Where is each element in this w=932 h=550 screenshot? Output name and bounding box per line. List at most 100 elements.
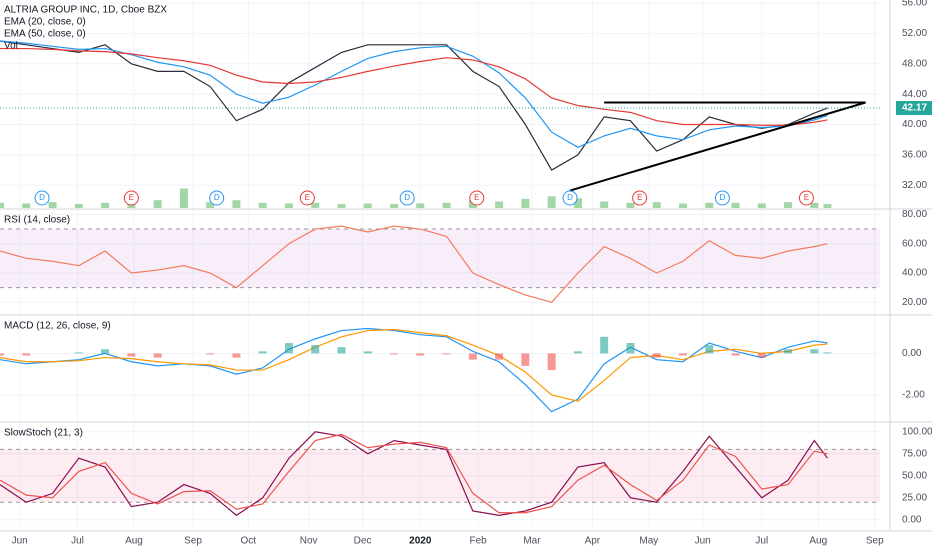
histogram-bar	[626, 343, 635, 354]
x-tick-label: Sep	[184, 536, 202, 547]
histogram-bar	[678, 353, 687, 356]
y-tick-label: 40.00	[902, 268, 927, 279]
volume-bar	[206, 202, 215, 208]
event-label: E	[129, 193, 134, 202]
histogram-bar	[495, 353, 504, 360]
series-line	[0, 431, 828, 517]
x-tick-label: Nov	[300, 536, 318, 547]
histogram-bar	[206, 353, 215, 355]
volume-bar	[74, 204, 83, 208]
event-marker	[299, 190, 315, 206]
histogram-bar	[258, 351, 267, 354]
volume-bar	[495, 201, 504, 208]
histogram-bar	[22, 353, 31, 356]
series-line	[0, 40, 828, 148]
x-tick-label: Sep	[866, 536, 884, 547]
volume-bar	[757, 203, 766, 208]
histogram-bar	[810, 349, 819, 354]
histogram-bar	[442, 353, 451, 355]
series-line	[0, 433, 828, 514]
event-label: D	[39, 193, 45, 202]
histogram-bar	[784, 349, 793, 354]
x-tick-label: Oct	[240, 536, 256, 547]
pane-title: MACD (12, 26, close, 9)	[4, 321, 111, 332]
histogram-bar	[284, 343, 293, 354]
x-tick-label: Aug	[809, 536, 827, 547]
event-label: E	[305, 193, 310, 202]
last-price-label: 42.17	[902, 103, 927, 114]
y-tick-label: 48.00	[902, 58, 927, 69]
histogram-bar	[0, 353, 4, 356]
histogram-bar	[547, 353, 556, 371]
histogram-bar	[232, 353, 241, 358]
volume-bar	[363, 203, 372, 208]
x-tick-label: Feb	[469, 536, 487, 547]
histogram-bar	[757, 353, 766, 358]
volume-bar	[153, 200, 162, 208]
histogram-bar	[652, 353, 661, 358]
y-tick-label: 36.00	[902, 150, 927, 161]
event-label: E	[637, 193, 642, 202]
y-tick-label: 0.00	[902, 514, 922, 525]
y-tick-label: 60.00	[902, 238, 927, 249]
y-tick-label: 75.00	[902, 448, 927, 459]
x-tick-label: Jun	[695, 536, 711, 547]
histogram-bar	[127, 353, 136, 357]
histogram-bar	[823, 352, 832, 354]
x-tick-label: Dec	[354, 536, 372, 547]
pane-title: SlowStoch (21, 3)	[4, 428, 83, 439]
volume-bar	[600, 201, 609, 208]
volume-bar	[731, 202, 740, 208]
histogram-bar	[731, 353, 740, 356]
volume-bar	[284, 203, 293, 208]
volume-bar	[22, 203, 31, 208]
volume-bar	[48, 202, 57, 208]
legend-entry: EMA (20, close, 0)	[4, 17, 86, 28]
event-label: E	[804, 193, 809, 202]
histogram-bar	[311, 345, 320, 354]
volume-bar	[784, 202, 793, 208]
band	[0, 449, 880, 503]
event-label: D	[719, 193, 725, 202]
y-tick-label: 52.00	[902, 28, 927, 39]
event-marker	[562, 190, 578, 206]
volume-bar	[678, 203, 687, 208]
series-line	[0, 327, 828, 413]
volume-bar	[521, 198, 530, 208]
volume-bar	[810, 202, 819, 208]
event-marker	[399, 190, 415, 206]
volume-bar	[442, 202, 451, 208]
volume-bar	[573, 198, 582, 208]
histogram-bar	[573, 351, 582, 354]
histogram-bar	[74, 352, 83, 354]
event-label: D	[567, 193, 573, 202]
volume-bar	[547, 196, 556, 208]
volume-bar	[232, 200, 241, 208]
y-tick-label: 56.00	[902, 0, 927, 9]
event-marker	[209, 190, 225, 206]
series-line	[0, 47, 828, 126]
event-marker	[469, 190, 485, 206]
last-price-box	[896, 101, 932, 116]
legend-entry: Vol	[4, 41, 18, 52]
pane-title: RSI (14, close)	[4, 215, 70, 226]
trendline	[569, 101, 866, 192]
series-line	[0, 225, 828, 303]
volume-bar	[258, 202, 267, 208]
event-marker	[632, 190, 648, 206]
histogram-bar	[468, 353, 477, 360]
histogram-bar	[705, 345, 714, 354]
y-tick-label: 32.00	[902, 180, 927, 191]
histogram-bar	[337, 347, 346, 354]
y-tick-label: -2.00	[902, 390, 925, 401]
y-tick-label: 44.00	[902, 89, 927, 100]
x-tick-label: Jun	[12, 536, 28, 547]
y-tick-label: 25.00	[902, 492, 927, 503]
volume-bar	[101, 202, 110, 208]
volume-bar	[390, 204, 399, 208]
histogram-bar	[363, 351, 372, 354]
event-label: E	[474, 193, 479, 202]
x-tick-label: Apr	[585, 536, 601, 547]
band	[0, 229, 880, 288]
